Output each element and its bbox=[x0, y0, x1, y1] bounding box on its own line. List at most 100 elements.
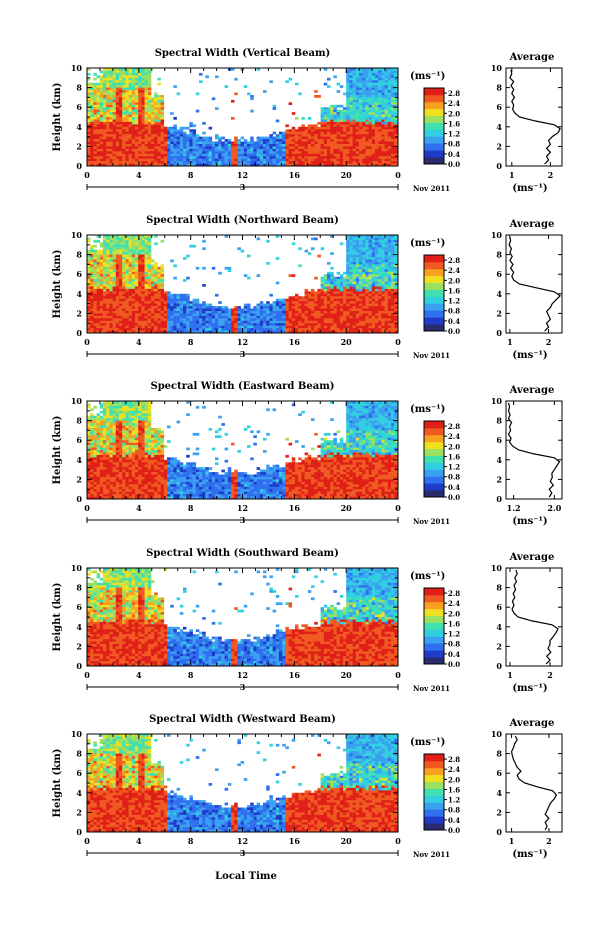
heatmap-cell bbox=[381, 301, 385, 304]
heatmap-cell bbox=[211, 328, 216, 331]
heatmap-cell bbox=[90, 99, 94, 103]
heatmap-cell bbox=[144, 99, 149, 103]
heatmap-cell bbox=[349, 136, 353, 140]
heatmap-cell bbox=[250, 148, 254, 152]
heatmap-cell bbox=[304, 153, 309, 157]
heatmap-cell bbox=[99, 328, 104, 331]
heatmap-cell bbox=[115, 97, 120, 101]
heatmap-cell bbox=[125, 286, 129, 290]
heatmap-cell bbox=[237, 144, 241, 147]
heatmap-cell bbox=[359, 311, 363, 314]
heatmap-cell bbox=[144, 264, 149, 268]
heatmap-cell bbox=[295, 330, 299, 333]
heatmap-cell bbox=[384, 80, 389, 84]
heatmap-cell bbox=[384, 239, 389, 243]
heatmap-cell bbox=[279, 131, 283, 135]
heatmap-cell bbox=[317, 146, 321, 150]
heatmap-cell bbox=[106, 264, 110, 268]
heatmap-cell bbox=[355, 146, 360, 150]
heatmap-cell bbox=[115, 163, 120, 166]
heatmap-cell bbox=[266, 303, 270, 307]
heatmap-cell bbox=[371, 99, 376, 103]
heatmap-cell bbox=[179, 156, 184, 159]
heatmap-cell bbox=[327, 308, 331, 312]
heatmap-cell bbox=[330, 279, 334, 282]
heatmap-cell bbox=[163, 306, 168, 309]
heatmap-cell bbox=[330, 117, 334, 120]
heatmap-cell bbox=[96, 153, 101, 157]
heatmap-cell bbox=[349, 99, 353, 103]
heatmap-cell bbox=[109, 279, 113, 282]
heatmap-cell bbox=[375, 117, 379, 120]
heatmap-cell bbox=[122, 99, 126, 103]
heatmap-cell bbox=[349, 323, 353, 326]
heatmap-cell bbox=[211, 306, 216, 309]
heatmap-cell bbox=[138, 313, 142, 317]
heatmap-cell bbox=[381, 313, 385, 317]
heatmap-cell bbox=[279, 313, 283, 317]
heatmap-cell bbox=[122, 144, 126, 147]
heatmap-cell bbox=[365, 262, 369, 265]
heatmap-cell bbox=[135, 119, 139, 123]
heatmap-cell bbox=[215, 313, 219, 317]
heatmap-cell bbox=[147, 109, 152, 113]
heatmap-cell bbox=[224, 266, 229, 270]
heatmap-cell bbox=[272, 325, 277, 329]
heatmap-cell bbox=[279, 144, 283, 147]
heatmap-cell bbox=[355, 148, 360, 152]
heatmap-cell bbox=[307, 308, 312, 312]
heatmap-cell bbox=[263, 90, 267, 93]
heatmap-cell bbox=[154, 129, 158, 133]
heatmap-cell bbox=[243, 141, 248, 145]
heatmap-cell bbox=[144, 274, 149, 277]
heatmap-cell bbox=[371, 330, 376, 333]
heatmap-cell bbox=[346, 301, 350, 304]
heatmap-cell bbox=[93, 146, 97, 150]
heatmap-cell bbox=[112, 141, 117, 145]
heatmap-cell bbox=[144, 259, 149, 263]
heatmap-cell bbox=[307, 303, 312, 307]
heatmap-cell bbox=[365, 252, 369, 255]
heatmap-cell bbox=[163, 303, 168, 307]
heatmap-cell bbox=[128, 237, 133, 241]
heatmap-cell bbox=[269, 303, 273, 307]
heatmap-cell bbox=[304, 156, 309, 159]
heatmap-cell bbox=[288, 161, 293, 164]
heatmap-cell bbox=[109, 306, 113, 309]
heatmap-cell bbox=[301, 330, 305, 333]
heatmap-cell bbox=[141, 264, 145, 268]
heatmap-cell bbox=[336, 153, 341, 157]
heatmap-cell bbox=[346, 262, 350, 265]
heatmap-cell bbox=[138, 293, 142, 297]
heatmap-cell bbox=[352, 153, 357, 157]
heatmap-cell bbox=[269, 330, 273, 333]
heatmap-cell bbox=[323, 114, 328, 118]
heatmap-cell bbox=[112, 257, 117, 260]
heatmap-cell bbox=[119, 318, 123, 322]
heatmap-cell bbox=[160, 99, 165, 103]
heatmap-cell bbox=[99, 313, 104, 317]
heatmap-cell bbox=[231, 148, 235, 152]
heatmap-cell bbox=[346, 320, 350, 324]
heatmap-cell bbox=[359, 291, 363, 295]
heatmap-cell bbox=[103, 293, 107, 297]
heatmap-cell bbox=[128, 136, 133, 140]
heatmap-cell bbox=[333, 281, 337, 285]
heatmap-cell bbox=[330, 121, 334, 125]
heatmap-cell bbox=[170, 136, 174, 140]
heatmap-cell bbox=[141, 276, 145, 280]
heatmap-cell bbox=[170, 293, 174, 297]
heatmap-cell bbox=[378, 276, 382, 280]
heatmap-cell bbox=[195, 330, 200, 333]
heatmap-cell bbox=[359, 99, 363, 103]
heatmap-cell bbox=[141, 121, 145, 125]
heatmap-cell bbox=[269, 151, 273, 155]
heatmap-cell bbox=[381, 99, 385, 103]
heatmap-cell bbox=[115, 119, 120, 123]
heatmap-cell bbox=[282, 311, 286, 314]
heatmap-cell bbox=[259, 158, 264, 162]
heatmap-cell bbox=[128, 303, 133, 307]
heatmap-cell bbox=[103, 249, 107, 253]
heatmap-cell bbox=[176, 328, 181, 331]
heatmap-cell bbox=[243, 156, 248, 159]
